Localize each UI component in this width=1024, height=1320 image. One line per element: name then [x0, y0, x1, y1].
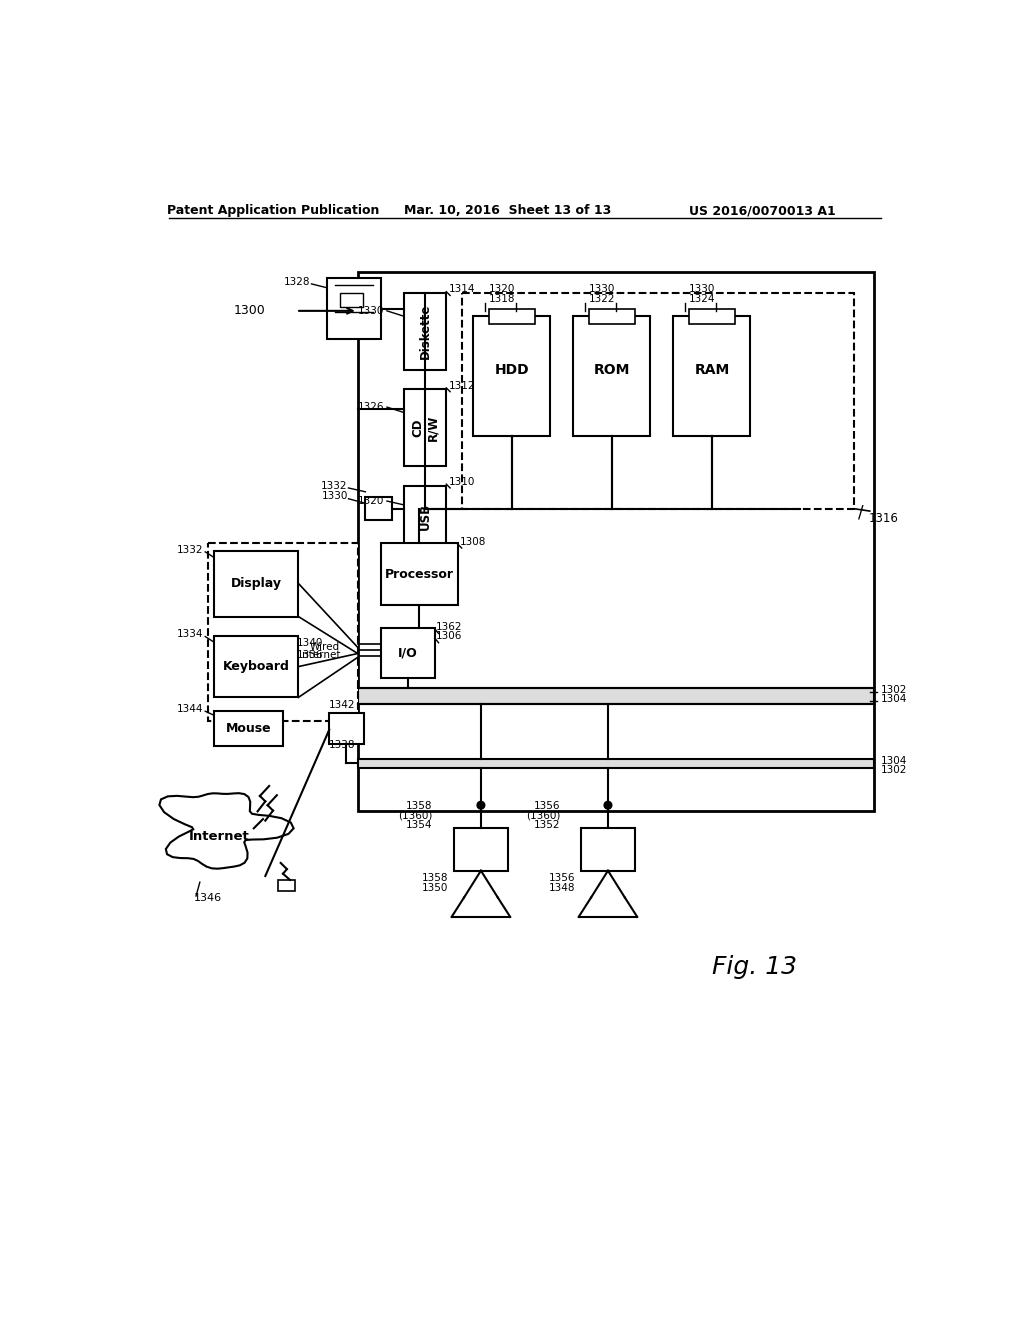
Bar [454, 829, 508, 871]
Text: 1358: 1358 [406, 801, 432, 810]
Text: 1304: 1304 [882, 694, 907, 704]
Bar [573, 317, 650, 436]
Text: /: / [858, 504, 863, 521]
Text: 1324: 1324 [689, 294, 716, 305]
Bar [214, 552, 298, 616]
Text: (1360): (1360) [398, 810, 432, 820]
Text: 1334: 1334 [177, 630, 204, 639]
Text: 1358: 1358 [422, 874, 449, 883]
Text: 1350: 1350 [422, 883, 449, 894]
Text: 1302: 1302 [882, 764, 907, 775]
Bar [488, 309, 535, 323]
Text: 1308: 1308 [460, 537, 486, 546]
Text: 1344: 1344 [177, 704, 204, 714]
Text: Internet: Internet [299, 649, 340, 660]
Text: 1304: 1304 [882, 756, 907, 767]
Bar [462, 293, 854, 508]
Text: 1330: 1330 [689, 284, 715, 294]
Text: 1356: 1356 [534, 801, 560, 810]
Bar [330, 713, 364, 743]
Text: 1330: 1330 [358, 306, 385, 315]
Text: 1322: 1322 [589, 294, 615, 305]
Bar [357, 272, 873, 812]
Text: 1320: 1320 [358, 496, 385, 506]
Bar [689, 309, 735, 323]
Text: 1348: 1348 [549, 883, 575, 894]
Text: 1312: 1312 [449, 380, 475, 391]
Bar [674, 317, 751, 436]
Text: I/O: I/O [398, 647, 418, 659]
Text: 1326: 1326 [358, 403, 385, 412]
Text: (1360): (1360) [526, 810, 560, 820]
Text: Display: Display [230, 577, 282, 590]
Text: 1328: 1328 [284, 277, 310, 286]
Text: RAM: RAM [694, 363, 729, 378]
Bar [214, 711, 283, 746]
Text: ROM: ROM [594, 363, 630, 378]
Text: Wired: Wired [310, 643, 340, 652]
Text: Mar. 10, 2016  Sheet 13 of 13: Mar. 10, 2016 Sheet 13 of 13 [404, 205, 611, 218]
Text: 1318: 1318 [488, 294, 515, 305]
Bar [208, 544, 357, 721]
Bar [403, 389, 446, 466]
Polygon shape [160, 793, 294, 869]
Text: Mouse: Mouse [225, 722, 271, 735]
Text: Keyboard: Keyboard [222, 660, 290, 673]
Bar [357, 759, 873, 768]
Text: 1300: 1300 [233, 305, 265, 317]
Bar [381, 628, 435, 678]
Text: 1310: 1310 [449, 477, 475, 487]
Text: Diskette: Diskette [419, 304, 432, 359]
Text: 1330: 1330 [322, 491, 348, 500]
Text: 1336: 1336 [297, 649, 323, 660]
Text: 1340: 1340 [297, 639, 323, 648]
Text: HDD: HDD [495, 363, 529, 378]
Text: 1342: 1342 [330, 700, 355, 710]
Bar [403, 486, 446, 548]
Text: 1346: 1346 [194, 892, 222, 903]
Text: 1306: 1306 [436, 631, 463, 640]
Bar [214, 636, 298, 697]
Circle shape [477, 801, 484, 809]
Text: 1314: 1314 [449, 284, 475, 294]
Text: 1354: 1354 [406, 820, 432, 830]
Text: Patent Application Publication: Patent Application Publication [167, 205, 379, 218]
Bar [381, 544, 458, 605]
Text: 1332: 1332 [322, 480, 348, 491]
Text: 1338: 1338 [330, 741, 355, 750]
Text: USB: USB [419, 503, 432, 531]
Bar [327, 277, 381, 339]
Text: 1316: 1316 [868, 512, 898, 525]
Text: 1320: 1320 [488, 284, 515, 294]
Text: 1362: 1362 [436, 622, 463, 631]
Bar [473, 317, 550, 436]
Bar [581, 829, 635, 871]
Bar [340, 293, 364, 308]
Text: 1352: 1352 [534, 820, 560, 830]
Bar [589, 309, 635, 323]
Text: 1356: 1356 [549, 874, 575, 883]
Bar [357, 688, 873, 704]
Text: 1332: 1332 [177, 545, 204, 554]
Circle shape [604, 801, 611, 809]
Text: US 2016/0070013 A1: US 2016/0070013 A1 [688, 205, 836, 218]
Bar [279, 880, 295, 891]
Text: Internet: Internet [188, 829, 250, 842]
Text: 1330: 1330 [589, 284, 615, 294]
Text: Fig. 13: Fig. 13 [712, 954, 797, 979]
Text: Processor: Processor [385, 568, 454, 581]
Bar [403, 293, 446, 370]
Text: CD
R/W: CD R/W [412, 414, 439, 441]
Text: 1302: 1302 [882, 685, 907, 694]
Bar [366, 498, 392, 520]
